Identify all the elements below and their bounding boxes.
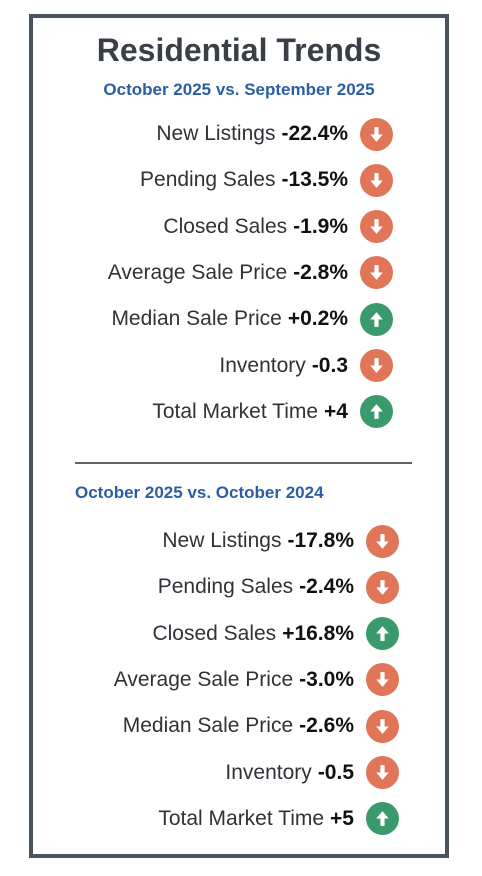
up-arrow-icon [360, 302, 393, 336]
metric-value: +5 [330, 806, 354, 830]
metric-label: Pending Sales [157, 575, 294, 599]
metric-label: Average Sale Price [107, 260, 288, 284]
metric-value: -2.6% [299, 714, 354, 738]
down-arrow-icon [366, 570, 399, 604]
metric-label: New Listings [156, 122, 276, 145]
down-arrow-icon [366, 524, 399, 558]
up-arrow-icon [366, 802, 399, 836]
metric-value: -0.3 [311, 353, 348, 377]
metric-label: Closed Sales [152, 621, 277, 645]
metric-row: Inventory -0.3 [219, 348, 393, 384]
metric-row: Closed Sales +16.8% [152, 616, 399, 652]
down-arrow-icon [366, 756, 399, 789]
metric-label: Average Sale Price [113, 667, 294, 691]
down-arrow-icon [360, 256, 393, 290]
up-arrow-icon [366, 617, 399, 651]
up-arrow-icon [360, 395, 393, 429]
metric-value: +4 [324, 399, 348, 423]
metric-row: New Listings -22.4% [156, 116, 393, 152]
section-divider [75, 462, 412, 464]
metric-row: Average Sale Price -3.0% [114, 662, 399, 698]
down-arrow-icon [360, 117, 393, 151]
metric-row: Median Sale Price +0.2% [111, 301, 393, 337]
metric-label: Closed Sales [163, 214, 288, 238]
metric-row: New Listings -17.8% [162, 523, 399, 559]
metric-label: Inventory [219, 353, 306, 377]
down-arrow-icon [366, 709, 399, 743]
metric-value: -2.4% [299, 575, 354, 599]
metric-value: -2.8% [293, 260, 348, 284]
metric-label: New Listings [162, 529, 282, 552]
trends-card: Residential Trends October 2025 vs. Sept… [29, 14, 449, 858]
section2-subtitle: October 2025 vs. October 2024 [75, 483, 324, 502]
metric-label: Median Sale Price [122, 714, 294, 738]
metric-row: Median Sale Price -2.6% [123, 708, 399, 744]
metric-value: +0.2% [287, 307, 348, 331]
metric-value: -0.5 [317, 760, 354, 784]
metric-row: Total Market Time +5 [158, 801, 399, 837]
metric-row: Pending Sales -2.4% [158, 569, 399, 605]
metric-value: -13.5% [281, 168, 348, 192]
metric-label: Median Sale Price [111, 307, 282, 331]
metric-value: +16.8% [282, 621, 354, 645]
metric-value: -1.9% [293, 214, 348, 238]
metric-row: Average Sale Price -2.8% [108, 255, 393, 291]
metric-row: Closed Sales -1.9% [163, 209, 393, 245]
down-arrow-icon [360, 349, 393, 382]
metric-row: Inventory -0.5 [225, 755, 399, 791]
metric-label: Inventory [225, 760, 312, 784]
metric-value: -22.4% [281, 122, 348, 145]
down-arrow-icon [360, 163, 393, 197]
down-arrow-icon [360, 210, 393, 244]
metric-label: Pending Sales [140, 168, 276, 192]
metric-row: Total Market Time +4 [152, 394, 393, 430]
metric-value: -17.8% [287, 529, 354, 552]
page-title: Residential Trends [96, 32, 382, 68]
metric-label: Total Market Time [152, 399, 319, 423]
metric-label: Total Market Time [158, 806, 325, 830]
metric-row: Pending Sales -13.5% [140, 162, 393, 198]
section1-subtitle: October 2025 vs. September 2025 [103, 80, 375, 99]
metric-value: -3.0% [299, 667, 354, 691]
down-arrow-icon [366, 663, 399, 697]
